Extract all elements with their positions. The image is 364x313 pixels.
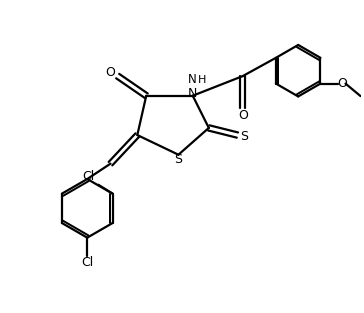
Text: O: O — [338, 77, 348, 90]
Text: S: S — [174, 153, 182, 166]
Text: O: O — [106, 66, 115, 79]
Text: Cl: Cl — [83, 170, 95, 183]
Text: N: N — [187, 73, 197, 86]
Text: N: N — [188, 87, 197, 100]
Text: O: O — [238, 109, 248, 122]
Text: H: H — [198, 74, 206, 85]
Text: Cl: Cl — [81, 256, 94, 269]
Text: S: S — [241, 130, 249, 143]
